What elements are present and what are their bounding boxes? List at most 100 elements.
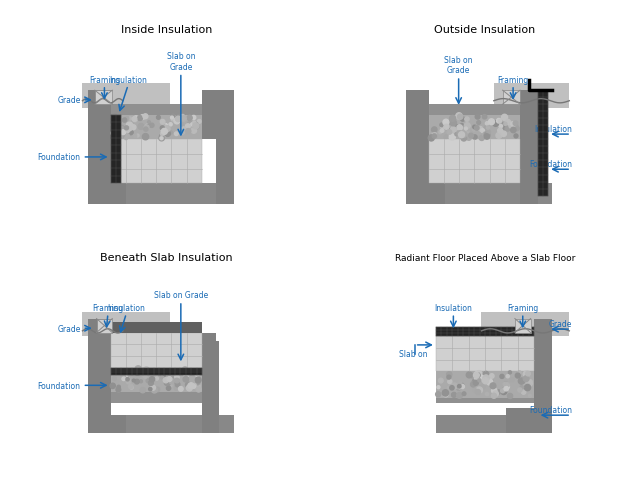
Circle shape (158, 372, 162, 376)
Text: Insulation: Insulation (435, 304, 472, 313)
Circle shape (126, 130, 130, 133)
Circle shape (181, 115, 185, 119)
Circle shape (187, 116, 192, 121)
Circle shape (135, 369, 141, 374)
Bar (537, 91, 548, 196)
Circle shape (180, 124, 183, 127)
Circle shape (485, 381, 488, 384)
Circle shape (131, 125, 136, 131)
Circle shape (185, 124, 190, 129)
Circle shape (474, 376, 478, 380)
Circle shape (160, 376, 164, 379)
Circle shape (521, 390, 526, 395)
Circle shape (441, 126, 444, 129)
Bar (406, 184, 445, 205)
Circle shape (188, 383, 194, 389)
Circle shape (458, 115, 463, 120)
Circle shape (525, 384, 530, 391)
Circle shape (114, 124, 119, 130)
Bar (436, 328, 534, 336)
Circle shape (465, 118, 469, 122)
Circle shape (504, 386, 509, 391)
Circle shape (465, 123, 470, 129)
Circle shape (476, 387, 482, 393)
Title: Inside Insulation: Inside Insulation (121, 25, 213, 35)
Circle shape (121, 131, 126, 135)
Circle shape (476, 371, 482, 376)
Circle shape (480, 385, 485, 390)
Circle shape (159, 136, 164, 142)
Circle shape (428, 135, 435, 142)
Circle shape (483, 372, 489, 377)
Text: Framing: Framing (92, 304, 123, 313)
Circle shape (504, 115, 506, 118)
Circle shape (164, 126, 170, 132)
Bar (494, 84, 569, 108)
Bar (429, 116, 520, 140)
Circle shape (166, 386, 171, 391)
Bar (88, 415, 233, 433)
Circle shape (487, 379, 493, 384)
Bar (88, 319, 111, 433)
Circle shape (155, 387, 160, 392)
Circle shape (180, 131, 185, 135)
Circle shape (505, 384, 509, 389)
Circle shape (183, 377, 189, 382)
Circle shape (461, 132, 466, 138)
Circle shape (116, 380, 118, 383)
Circle shape (126, 378, 129, 381)
Circle shape (192, 116, 196, 120)
Circle shape (472, 379, 478, 384)
Circle shape (515, 373, 520, 378)
Circle shape (526, 380, 532, 386)
Bar (515, 319, 530, 333)
Circle shape (175, 383, 180, 387)
Circle shape (150, 370, 155, 374)
Bar (502, 91, 520, 105)
Circle shape (128, 370, 134, 375)
Circle shape (158, 371, 162, 374)
Circle shape (174, 132, 178, 136)
Circle shape (496, 133, 502, 139)
Circle shape (176, 116, 181, 121)
Circle shape (138, 124, 144, 130)
Circle shape (155, 377, 158, 380)
Text: Framing: Framing (507, 304, 539, 313)
Circle shape (127, 372, 132, 378)
Circle shape (502, 115, 507, 121)
Circle shape (148, 121, 150, 124)
Text: Foundation: Foundation (529, 406, 572, 414)
Circle shape (192, 123, 198, 129)
Circle shape (125, 127, 128, 131)
Circle shape (134, 119, 137, 122)
Circle shape (518, 371, 521, 374)
Circle shape (169, 379, 174, 384)
Circle shape (169, 377, 175, 382)
Circle shape (513, 122, 518, 126)
Circle shape (528, 395, 531, 397)
Circle shape (438, 378, 443, 383)
Circle shape (193, 123, 199, 130)
Circle shape (444, 136, 448, 139)
Circle shape (164, 381, 169, 385)
Circle shape (504, 123, 507, 126)
Circle shape (191, 370, 196, 375)
Circle shape (160, 134, 163, 138)
Circle shape (473, 135, 477, 140)
Circle shape (448, 129, 452, 133)
Circle shape (457, 132, 462, 136)
Circle shape (484, 132, 490, 138)
Circle shape (473, 372, 479, 378)
Circle shape (134, 117, 138, 121)
Circle shape (187, 122, 192, 128)
Bar (436, 372, 534, 398)
Circle shape (520, 386, 523, 389)
Bar (111, 323, 202, 333)
Circle shape (161, 374, 166, 378)
Circle shape (112, 377, 116, 381)
Circle shape (144, 128, 148, 132)
Text: Grade: Grade (58, 96, 81, 105)
Circle shape (510, 378, 514, 382)
Bar (111, 116, 121, 184)
Circle shape (150, 124, 154, 128)
